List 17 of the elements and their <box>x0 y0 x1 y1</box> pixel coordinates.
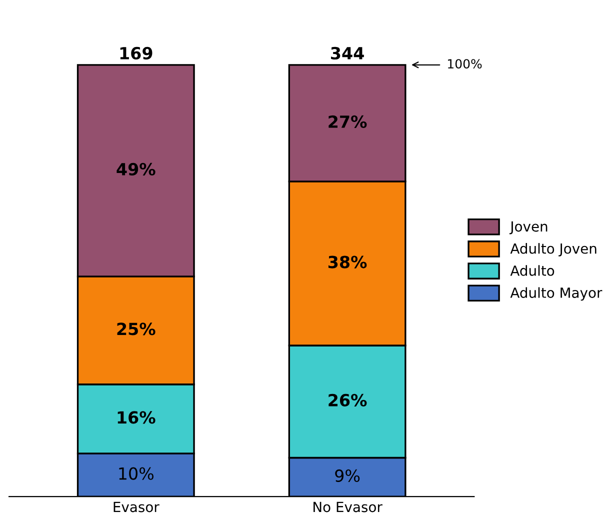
legend-label: Adulto Joven <box>510 243 596 256</box>
x-tick-label: No Evasor <box>314 502 382 512</box>
legend-label: Adulto Mayor <box>510 287 602 301</box>
x-tick-label: Evasor <box>114 502 160 512</box>
legend-label: Joven <box>509 221 548 234</box>
data-label: 9% <box>335 469 360 482</box>
data-label: 10% <box>119 467 154 480</box>
data-label: 27% <box>328 115 367 128</box>
legend-label: Adulto <box>510 265 554 276</box>
data-label: 49% <box>116 162 156 176</box>
annotation: 344 <box>331 46 364 60</box>
data-label: 38% <box>328 256 367 268</box>
annotation: 169 <box>120 46 152 60</box>
data-label: 25% <box>117 322 156 336</box>
annotation: 100% <box>448 59 482 69</box>
data-label: 16% <box>118 411 156 424</box>
data-label: 26% <box>328 394 367 406</box>
